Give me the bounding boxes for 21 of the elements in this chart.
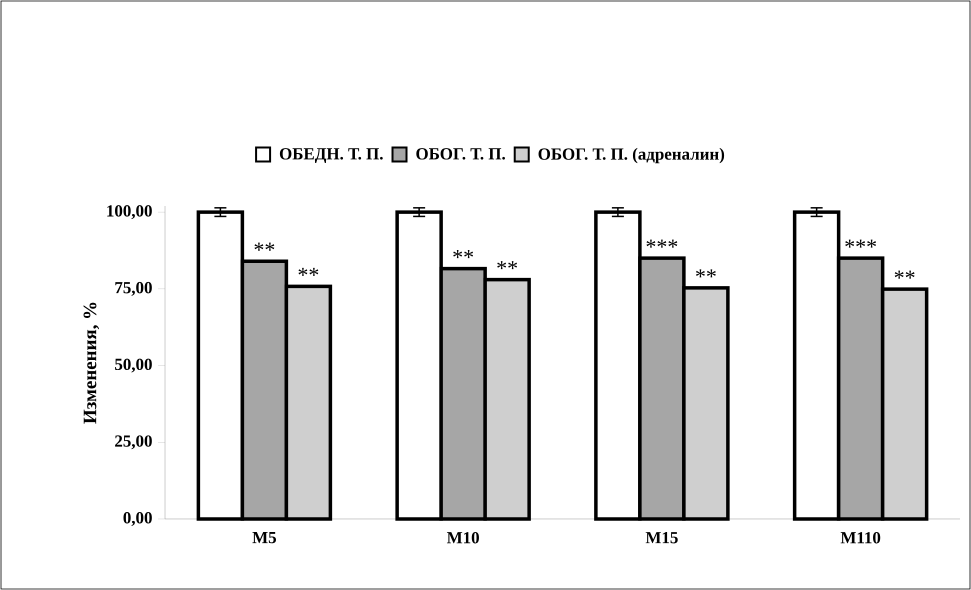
annotation: ** [696,269,716,278]
y-tick-label: 25,00 [115,435,152,450]
legend-label: ОБОГ. Т. П. [416,148,505,160]
x-tick-label: M5 [252,532,276,544]
legend-label: ОБОГ. Т. П. (адреналин) [538,148,724,164]
annotation: *** [646,240,678,248]
legend-label: ОБЕДН. Т. П. [280,148,383,163]
annotation: ** [453,250,474,258]
y-axis-title: Изменения, % [84,302,100,424]
annotation: ** [254,242,274,251]
x-tick-label: M10 [446,532,479,544]
y-tick-label: 75,00 [115,282,152,296]
annotation: ** [497,261,518,270]
y-tick-label: 0,00 [123,512,152,526]
annotation: ** [894,270,915,279]
y-tick-label: 50,00 [115,358,152,372]
annotation: *** [845,240,876,248]
y-tick-label: 100,00 [107,205,152,220]
x-tick-label: M15 [646,532,678,544]
annotation: ** [298,268,318,276]
x-tick-label: M110 [840,532,880,544]
